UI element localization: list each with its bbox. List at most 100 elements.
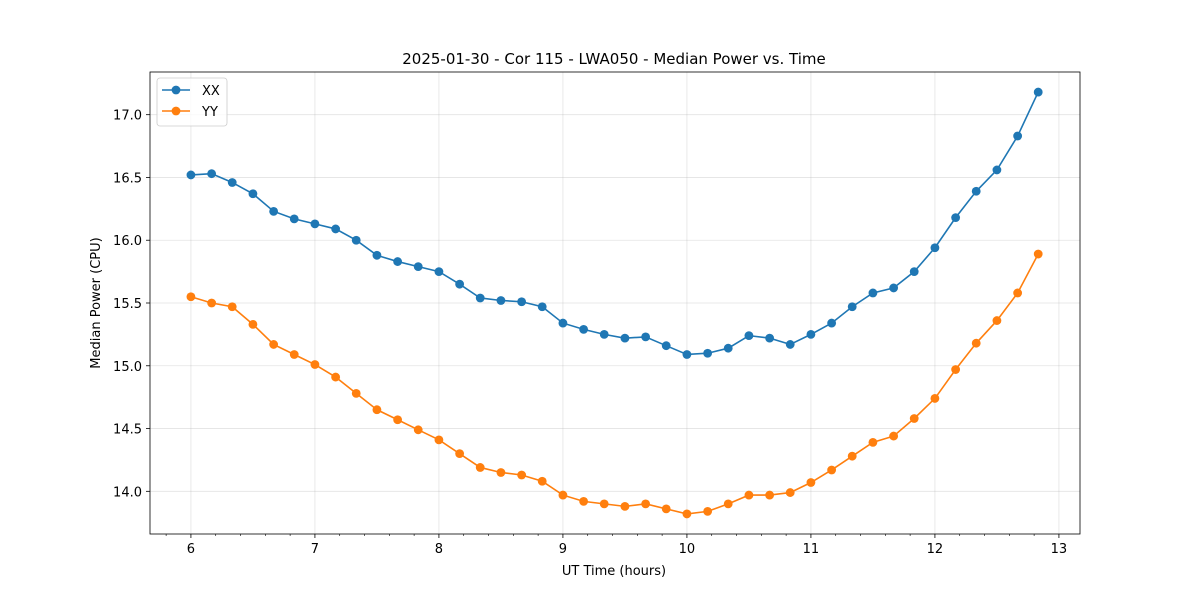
series-yy-point (1033, 249, 1043, 259)
series-xx-point (723, 343, 733, 353)
series-yy-point (951, 365, 961, 374)
series-xx-point (868, 288, 878, 298)
series-yy-point (227, 302, 237, 312)
series-xx-point (1013, 131, 1023, 141)
series-yy-point (785, 488, 795, 497)
legend-yy-marker (171, 106, 181, 116)
series-xx-point (765, 333, 775, 343)
series-xx-point (744, 331, 754, 341)
series-yy-point (641, 499, 651, 509)
series-yy-point (847, 451, 857, 461)
x-tick-label: 11 (803, 542, 820, 557)
series-xx-point (930, 243, 940, 253)
series-yy-point (661, 504, 671, 514)
series-xx-point (1033, 87, 1043, 97)
series-xx-point (393, 257, 403, 266)
series-yy-point (1013, 288, 1023, 298)
series-yy-point (537, 476, 547, 486)
series-xx-point (827, 318, 837, 328)
series-yy-point (765, 490, 775, 500)
y-tick-label: 15.5 (113, 297, 142, 312)
y-tick-label: 16.0 (113, 234, 142, 249)
series-xx-point (992, 165, 1002, 175)
x-tick-label: 7 (311, 542, 319, 557)
x-tick-label: 6 (187, 542, 195, 557)
chart-title: 2025-01-30 - Cor 115 - LWA050 - Median P… (402, 50, 826, 68)
series-xx-point (847, 302, 857, 312)
series-yy-point (827, 465, 837, 475)
series-xx-point (682, 350, 692, 359)
series-xx-point (620, 333, 630, 343)
y-tick-label: 14.0 (113, 485, 142, 500)
series-yy-point (599, 499, 609, 509)
series-xx-point (227, 178, 237, 187)
series-xx-point (661, 341, 671, 351)
series-yy-point (351, 388, 361, 398)
series-yy-point (971, 338, 981, 348)
series-xx-point (806, 329, 816, 339)
axes-frame (149, 71, 1081, 535)
series-xx-point (289, 214, 299, 224)
series-yy-point (930, 394, 940, 403)
y-tick-label: 16.5 (113, 171, 142, 186)
series-xx-point (785, 340, 795, 349)
series-yy-point (475, 463, 485, 472)
series-yy-point (269, 340, 279, 349)
series-yy-point (517, 470, 527, 480)
series-yy-point (186, 292, 196, 302)
series-xx-point (269, 206, 279, 216)
series-xx-point (413, 262, 423, 271)
series-yy-point (413, 425, 423, 435)
series-yy-point (703, 507, 713, 516)
x-tick-label: 9 (559, 542, 567, 557)
series-xx-point (537, 302, 547, 312)
y-tick-label: 15.0 (113, 360, 142, 375)
x-tick-label: 8 (435, 542, 443, 557)
y-tick-label: 17.0 (113, 109, 142, 124)
series-yy-point (868, 437, 878, 447)
series-xx-point (641, 332, 651, 342)
x-tick-label: 10 (679, 542, 696, 557)
series-yy-point (289, 350, 299, 359)
series-xx-point (579, 324, 589, 334)
series-yy-point (889, 431, 899, 441)
series-yy-point (723, 499, 733, 509)
series-yy-point (558, 490, 568, 500)
series-xx-point (186, 170, 196, 180)
series-yy-point (496, 468, 506, 477)
series-xx-point (971, 186, 981, 196)
y-tick-label: 14.5 (113, 423, 142, 438)
series-yy-point (331, 372, 341, 382)
plot-area: 6 7 8 9 10 11 12 13 14.0 14.5 15.0 15.5 16.0 16.5 17.0… (113, 71, 1081, 557)
series-yy-point (393, 415, 403, 425)
series-yy-point (310, 360, 320, 369)
series-yy-point (992, 316, 1002, 325)
series-xx-point (372, 250, 382, 260)
series-xx-point (351, 235, 361, 245)
series-xx-point (599, 329, 609, 339)
series-xx-point (310, 219, 320, 229)
series-xx-point (517, 297, 527, 307)
series-yy-point (909, 414, 919, 423)
series-yy-point (620, 501, 630, 511)
x-tick-label: 13 (1051, 542, 1068, 557)
series-xx-point (475, 293, 485, 303)
series-xx-point (434, 267, 444, 277)
series-yy-point (579, 496, 589, 506)
series-yy-point (372, 405, 382, 415)
legend-xx-marker (171, 85, 181, 95)
series-yy-point (744, 490, 754, 500)
x-axis-label: UT Time (hours) (562, 564, 666, 579)
series-xx-point (703, 348, 713, 358)
series-xx-point (331, 224, 341, 234)
series-xx-point (248, 189, 258, 199)
series-yy-point (248, 319, 258, 329)
series-yy-point (455, 449, 465, 459)
series-yy-point (682, 509, 692, 519)
legend: XX YY (156, 77, 228, 127)
series-xx-point (455, 279, 465, 289)
legend-xx-label: XX (202, 84, 220, 99)
series-xx-point (207, 169, 217, 179)
series-xx-point (889, 283, 899, 293)
